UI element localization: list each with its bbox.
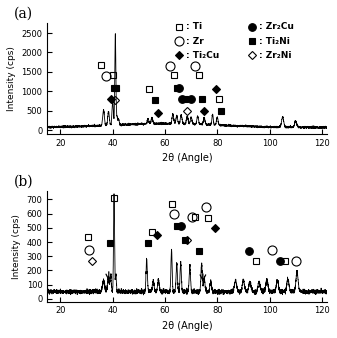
Y-axis label: Intensity (cps): Intensity (cps) [7,46,16,111]
Text: : Ti₂Ni: : Ti₂Ni [258,37,289,46]
Text: : Ti: : Ti [186,22,202,31]
Text: : Ti₂Cu: : Ti₂Cu [186,51,219,60]
Text: : Zr₂Ni: : Zr₂Ni [258,51,291,60]
Y-axis label: Intensity (cps): Intensity (cps) [12,214,21,279]
Text: (b): (b) [14,175,33,189]
Text: (a): (a) [14,7,33,21]
Text: : Zr₂Cu: : Zr₂Cu [258,22,294,31]
Text: : Zr: : Zr [186,37,204,46]
X-axis label: 2θ (Angle): 2θ (Angle) [162,321,213,331]
X-axis label: 2θ (Angle): 2θ (Angle) [162,153,213,164]
